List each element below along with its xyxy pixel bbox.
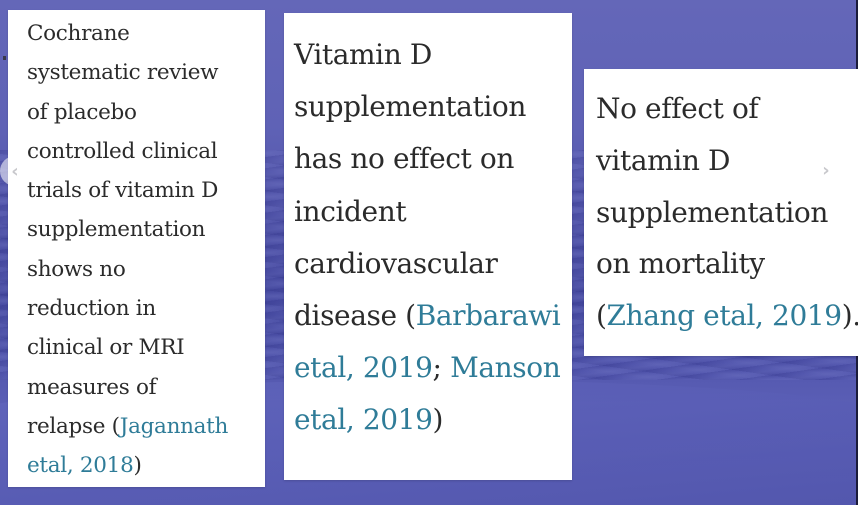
chevron-left-icon: ‹ [11,160,19,182]
citation-link-jagannath-year[interactable]: etal, 2018 [27,453,134,479]
chevron-right-icon: › [822,159,830,181]
card-text-line: of placebo [27,99,137,125]
card-text-line: cardiovascular [294,246,498,280]
card-text-line: (Zhang etal, 2019). [596,290,858,342]
card-text-line: trials of vitamin D [27,178,219,204]
card-text-line: supplementation [596,195,828,229]
card-text-line: has no effect on [294,142,514,176]
edge-mark [3,56,6,60]
card-text: disease ( [294,299,416,333]
citation-link-jagannath[interactable]: Jagannath [119,413,229,439]
card-text-line: measures of [27,374,157,400]
card-text-line: shows no [27,256,126,282]
open-paren: ( [596,299,607,333]
citation-link-barbarawi-year[interactable]: etal, 2019 [294,351,433,385]
citation-link-barbarawi[interactable]: Barbarawi [415,299,561,333]
previous-slide-button[interactable]: ‹ [0,156,30,186]
citation-link-manson[interactable]: Manson [450,351,561,385]
card-text-line: supplementation [294,90,526,124]
card-text-line: etal, 2018) [27,446,265,485]
card-text: relapse ( [27,413,120,439]
card-text-line: relapse (Jagannath [27,407,265,446]
card-text-line: Cochrane [27,21,130,46]
card-text-line: on mortality [596,247,765,281]
card-text-line: supplementation [27,217,206,243]
card-text-line: No effect of [596,92,759,125]
card-text-line: etal, 2019) [294,394,572,446]
card-text-line: controlled clinical [27,138,218,164]
citation-link-zhang[interactable]: Zhang etal, 2019 [606,299,843,333]
card-text-line: disease (Barbarawi [294,290,572,342]
evidence-card-mortality: No effect of vitamin D supplementation o… [584,69,858,356]
card-text-line: incident [294,194,407,228]
card-text-line: Vitamin D [294,38,432,71]
evidence-card-cochrane: Cochrane systematic review of placebo co… [8,10,265,487]
close-paren: ). [841,299,858,333]
card-text-line: etal, 2019; Manson [294,342,572,394]
card-text-line: systematic review [27,60,219,86]
close-paren: ) [432,403,444,437]
card-text-line: clinical or MRI [27,335,185,361]
next-slide-button[interactable]: › [811,155,841,185]
card-text-line: vitamin D [596,143,731,177]
close-paren: ) [133,453,142,479]
card-text-line: reduction in [27,296,156,322]
separator: ; [432,351,451,385]
evidence-card-cardiovascular: Vitamin D supplementation has no effect … [284,13,572,480]
citation-link-manson-year[interactable]: etal, 2019 [294,403,433,437]
